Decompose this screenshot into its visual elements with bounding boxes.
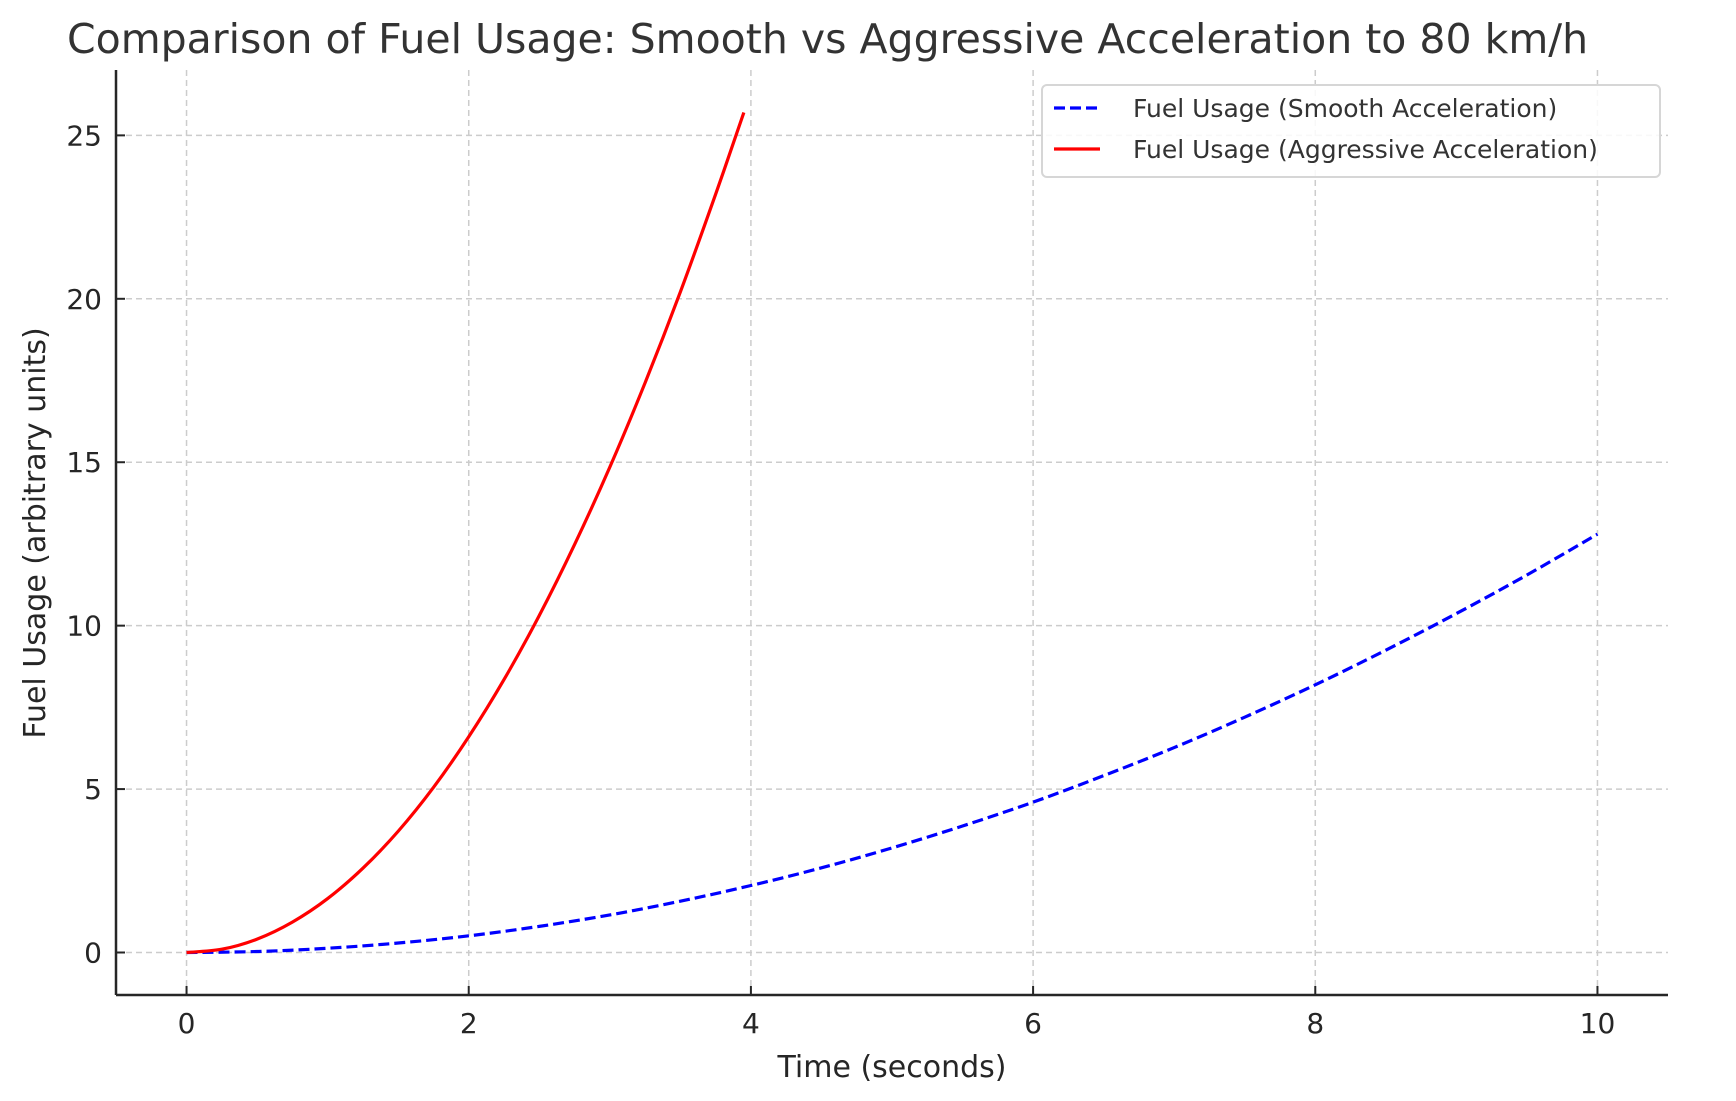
series-layer bbox=[186, 111, 1599, 955]
legend-label: Fuel Usage (Smooth Acceleration) bbox=[1133, 94, 1557, 123]
y-tick-label: 5 bbox=[84, 773, 102, 806]
x-tick-label: 4 bbox=[742, 1007, 760, 1040]
y-axis-label: Fuel Usage (arbitrary units) bbox=[18, 327, 53, 738]
series-line-smooth bbox=[186, 532, 1599, 955]
legend-label: Fuel Usage (Aggressive Acceleration) bbox=[1133, 135, 1598, 164]
y-tick-label: 10 bbox=[66, 610, 102, 643]
x-tick-label: 8 bbox=[1306, 1007, 1324, 1040]
y-tick-label: 25 bbox=[66, 119, 102, 152]
x-tick-label: 2 bbox=[460, 1007, 478, 1040]
legend-box bbox=[1041, 84, 1661, 178]
x-tick-label: 0 bbox=[178, 1007, 196, 1040]
legend: Fuel Usage (Smooth Acceleration) Fuel Usa… bbox=[1041, 84, 1661, 178]
x-tick-label: 10 bbox=[1580, 1007, 1616, 1040]
x-tick-label: 6 bbox=[1024, 1007, 1042, 1040]
chart-title: Comparison of Fuel Usage: Smooth vs Aggr… bbox=[67, 15, 1588, 63]
y-tick-label: 0 bbox=[84, 937, 102, 970]
ticks: 0 2 4 6 8 10 0 5 10 15 20 25 bbox=[66, 119, 1615, 1040]
x-axis-label: Time (seconds) bbox=[777, 1050, 1007, 1085]
y-tick-label: 20 bbox=[66, 283, 102, 316]
axes bbox=[114, 70, 1668, 997]
series-line-aggressive bbox=[186, 111, 746, 955]
grid bbox=[116, 70, 1668, 995]
y-tick-label: 15 bbox=[66, 446, 102, 479]
